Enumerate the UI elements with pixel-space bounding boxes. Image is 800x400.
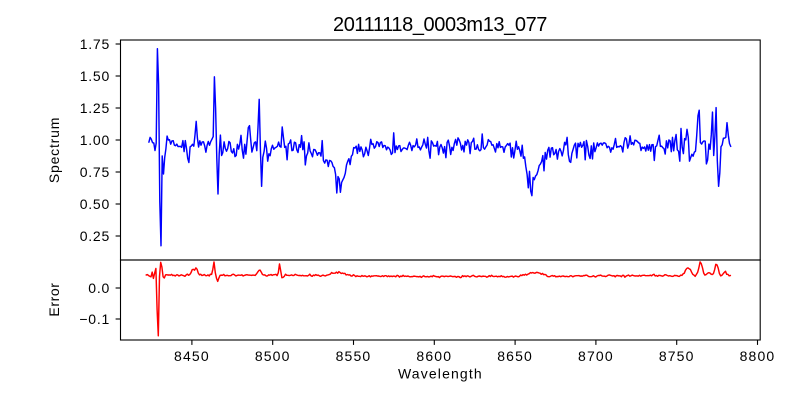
svg-text:1.25: 1.25 [80, 100, 110, 116]
svg-text:8450: 8450 [174, 348, 210, 364]
svg-text:20111118_0003m13_077: 20111118_0003m13_077 [333, 14, 547, 36]
svg-text:8550: 8550 [336, 348, 372, 364]
svg-text:8800: 8800 [740, 348, 776, 364]
svg-text:1.50: 1.50 [80, 68, 110, 84]
svg-text:0.0: 0.0 [88, 280, 110, 296]
svg-text:Error: Error [46, 282, 62, 316]
svg-text:0.25: 0.25 [80, 228, 110, 244]
svg-text:8500: 8500 [255, 348, 291, 364]
svg-text:8650: 8650 [497, 348, 533, 364]
svg-text:−0.1: −0.1 [79, 311, 110, 327]
svg-text:8600: 8600 [416, 348, 452, 364]
svg-text:8700: 8700 [578, 348, 614, 364]
svg-text:1.75: 1.75 [80, 36, 110, 52]
svg-text:0.50: 0.50 [80, 196, 110, 212]
svg-text:Spectrum: Spectrum [46, 117, 62, 183]
svg-text:1.00: 1.00 [80, 132, 110, 148]
svg-text:0.75: 0.75 [80, 164, 110, 180]
svg-text:8750: 8750 [659, 348, 695, 364]
svg-text:Wavelength: Wavelength [398, 365, 483, 381]
